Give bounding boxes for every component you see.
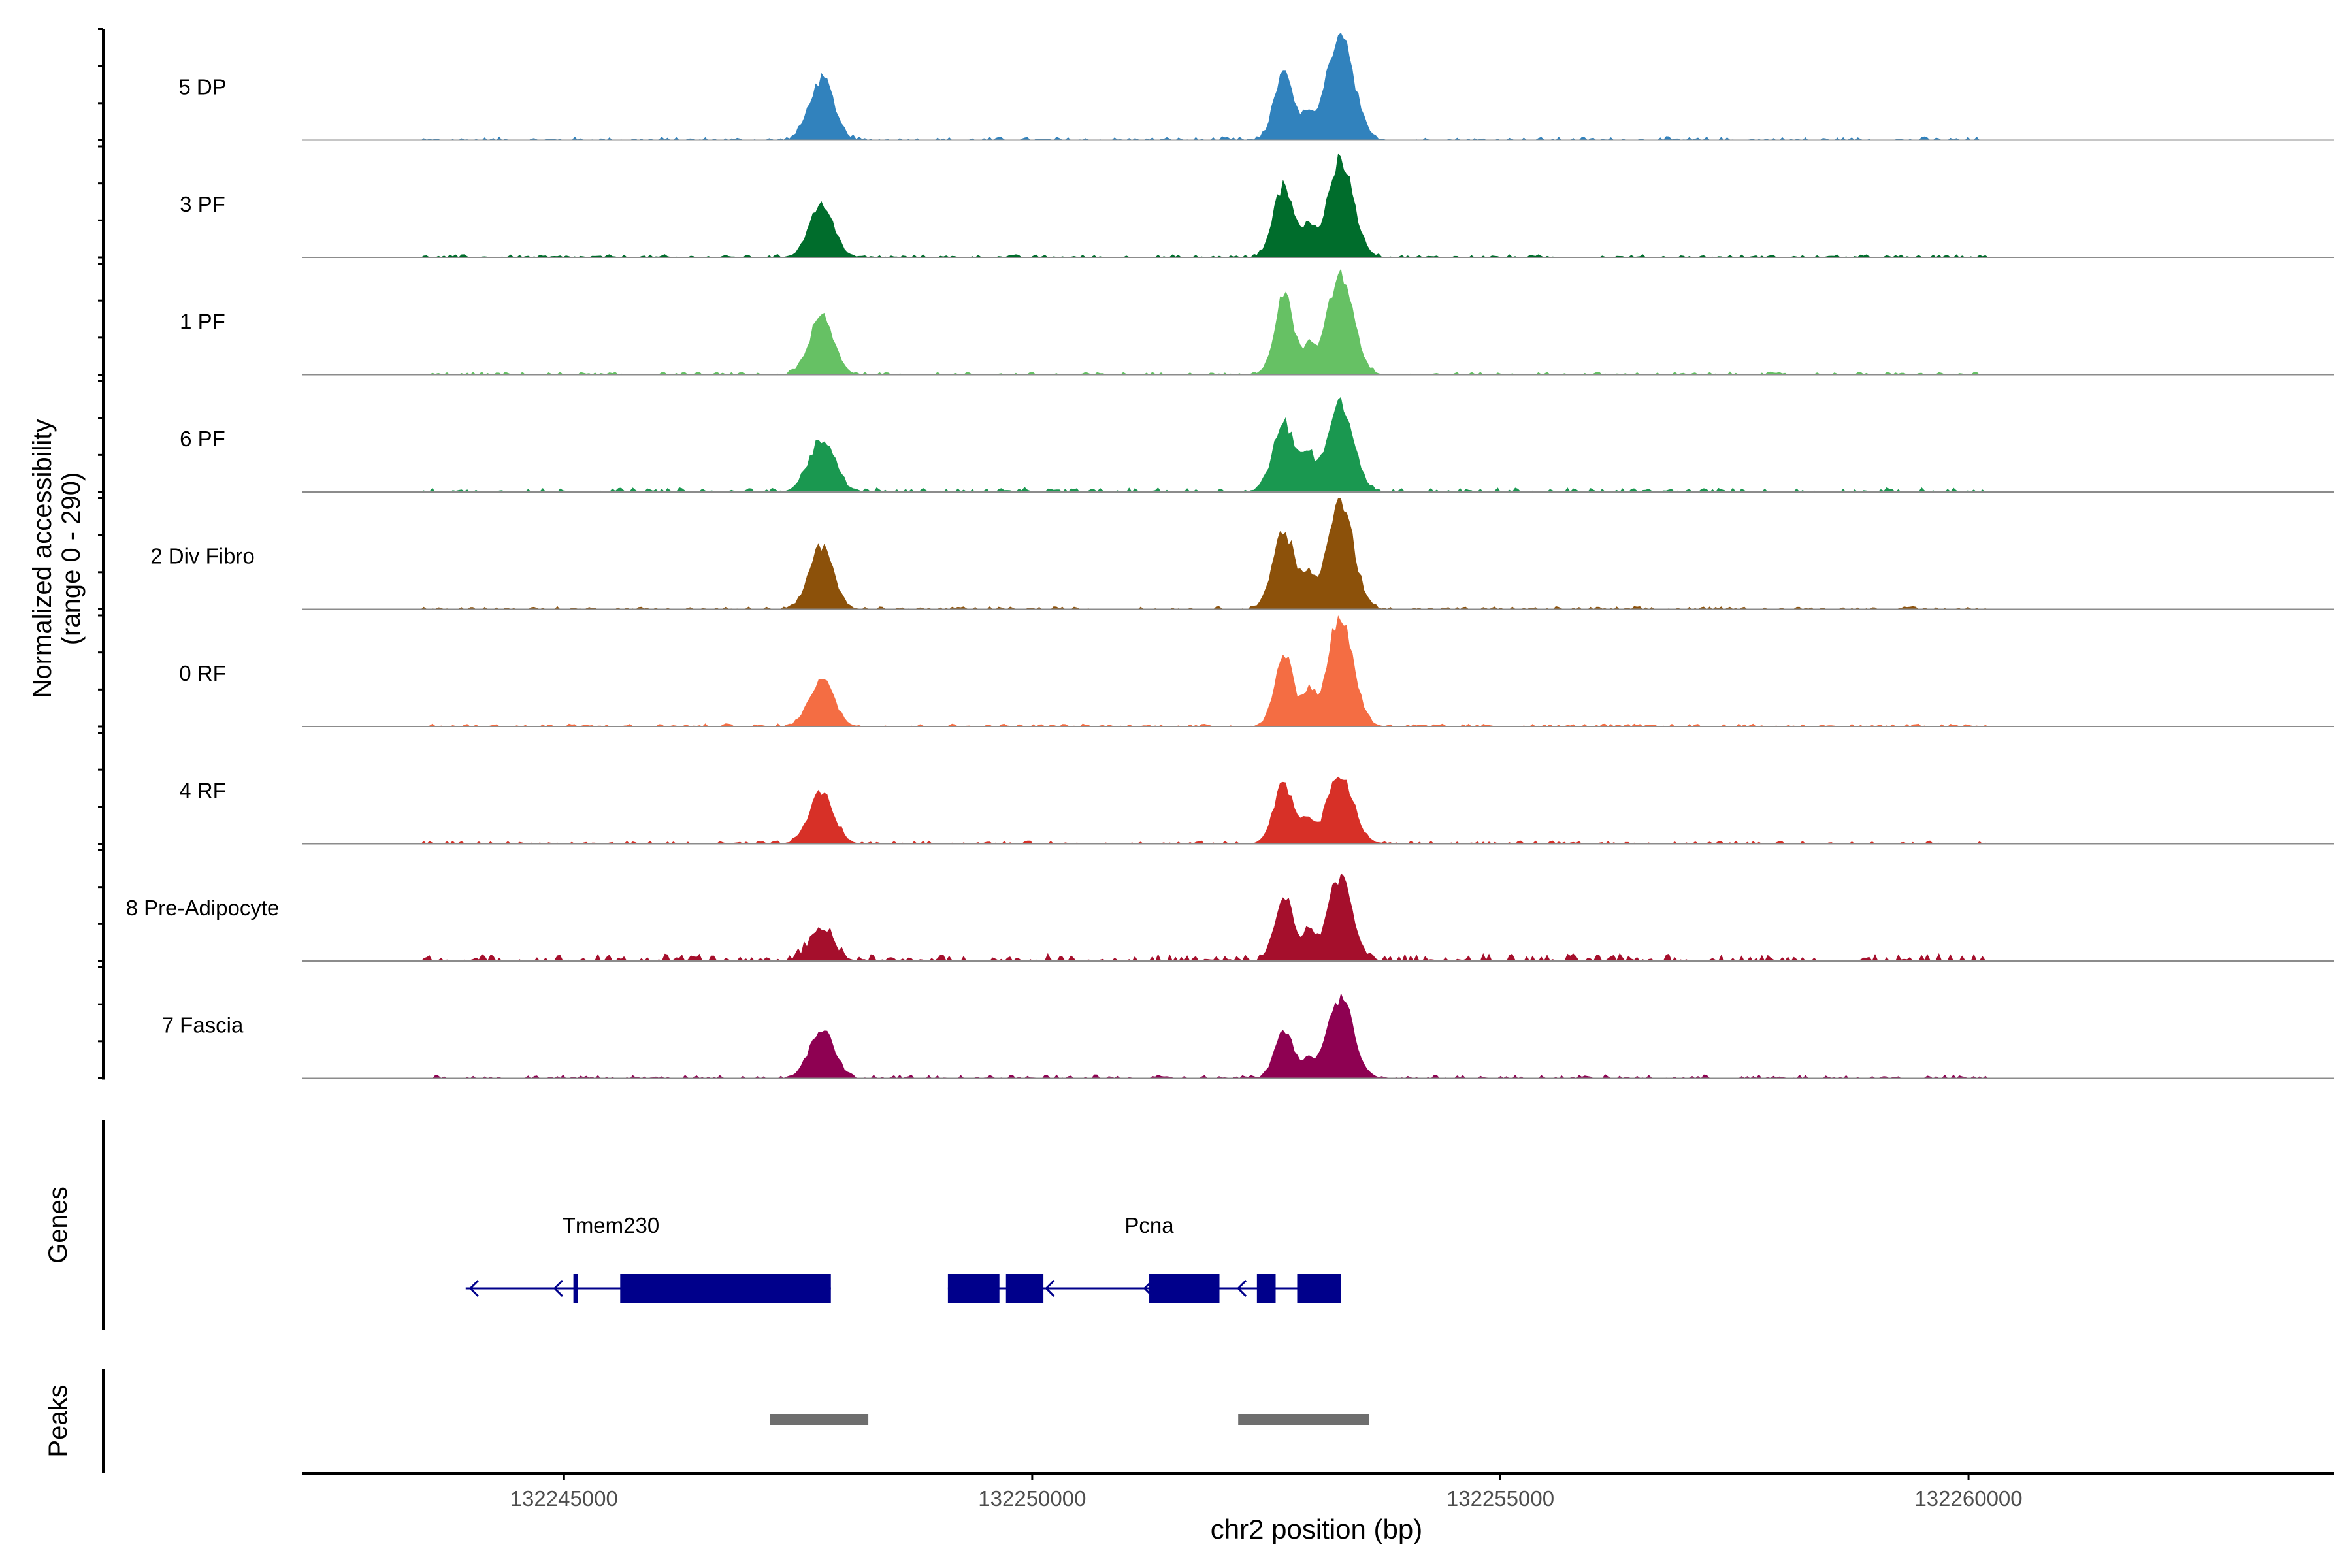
track-2-div-fibro: 2 Div Fibro bbox=[150, 498, 2334, 610]
track-label: 1 PF bbox=[180, 310, 225, 334]
x-axis-label: chr2 position (bp) bbox=[1211, 1514, 1423, 1544]
strand-arrow bbox=[1143, 1279, 1153, 1298]
gene-exon bbox=[573, 1274, 578, 1303]
x-tick-label: 132245000 bbox=[510, 1486, 618, 1511]
gene-tmem230: Tmem230 bbox=[465, 1213, 831, 1303]
track-label: 4 RF bbox=[179, 779, 226, 803]
track-5-dp: 5 DP bbox=[178, 33, 2334, 141]
strand-arrow bbox=[1237, 1279, 1247, 1298]
y-axis bbox=[98, 28, 105, 1080]
gene-exon bbox=[947, 1274, 1000, 1303]
gene-exon bbox=[620, 1274, 831, 1303]
gene-label: Pcna bbox=[1124, 1213, 1174, 1237]
peak-region bbox=[770, 1414, 869, 1425]
x-tick-label: 132255000 bbox=[1446, 1486, 1554, 1511]
genes-label: Genes bbox=[44, 1186, 73, 1264]
coverage-area bbox=[302, 615, 2334, 727]
genes-track: Tmem230 Pcna bbox=[465, 1213, 1341, 1303]
gene-pcna: Pcna bbox=[947, 1213, 1341, 1303]
strand-arrow bbox=[1045, 1279, 1055, 1298]
coverage-area bbox=[302, 33, 2334, 140]
peaks-track bbox=[770, 1414, 1369, 1425]
track-label: 2 Div Fibro bbox=[150, 544, 255, 568]
track-label: 3 PF bbox=[180, 192, 225, 216]
track-label: 0 RF bbox=[179, 661, 226, 685]
y-axis-label-line2: (range 0 - 290) bbox=[57, 472, 86, 645]
gene-exon bbox=[1297, 1274, 1341, 1303]
peaks-label: Peaks bbox=[44, 1384, 73, 1457]
coverage-area bbox=[302, 776, 2334, 844]
coverage-area bbox=[302, 498, 2334, 610]
coverage-area bbox=[302, 269, 2334, 375]
coverage-area bbox=[302, 397, 2334, 492]
strand-arrow bbox=[468, 1279, 480, 1298]
track-1-pf: 1 PF bbox=[180, 269, 2334, 376]
track-label: 5 DP bbox=[178, 75, 226, 99]
track-label: 8 Pre-Adipocyte bbox=[126, 896, 280, 920]
track-label: 6 PF bbox=[180, 427, 225, 451]
x-tick-label: 132250000 bbox=[978, 1486, 1086, 1511]
coverage-area bbox=[302, 153, 2334, 257]
track-3-pf: 3 PF bbox=[180, 153, 2334, 258]
coverage-area bbox=[302, 992, 2334, 1079]
gene-exon bbox=[1149, 1274, 1220, 1303]
coverage-tracks: 5 DP 3 PF 1 PF 6 PF 2 Div Fibro 0 RF 4 RF 8 Pre… bbox=[126, 33, 2334, 1079]
track-0-rf: 0 RF bbox=[179, 615, 2334, 727]
gene-exon bbox=[1256, 1274, 1276, 1303]
track-8-pre-adipocyte: 8 Pre-Adipocyte bbox=[126, 873, 2334, 962]
coverage-area bbox=[302, 873, 2334, 961]
x-axis: 132245000 132250000 132255000 132260000 bbox=[302, 1472, 2334, 1511]
track-4-rf: 4 RF bbox=[179, 776, 2334, 845]
peak-region bbox=[1238, 1414, 1369, 1425]
gene-label: Tmem230 bbox=[563, 1213, 660, 1237]
y-axis-label-line1: Normalized accessibility bbox=[28, 419, 57, 698]
strand-arrow bbox=[553, 1279, 564, 1298]
track-label: 7 Fascia bbox=[162, 1013, 244, 1037]
gene-exon bbox=[1005, 1274, 1044, 1303]
x-tick-label: 132260000 bbox=[1914, 1486, 2022, 1511]
track-7-fascia: 7 Fascia bbox=[162, 992, 2334, 1079]
track-6-pf: 6 PF bbox=[180, 397, 2334, 493]
